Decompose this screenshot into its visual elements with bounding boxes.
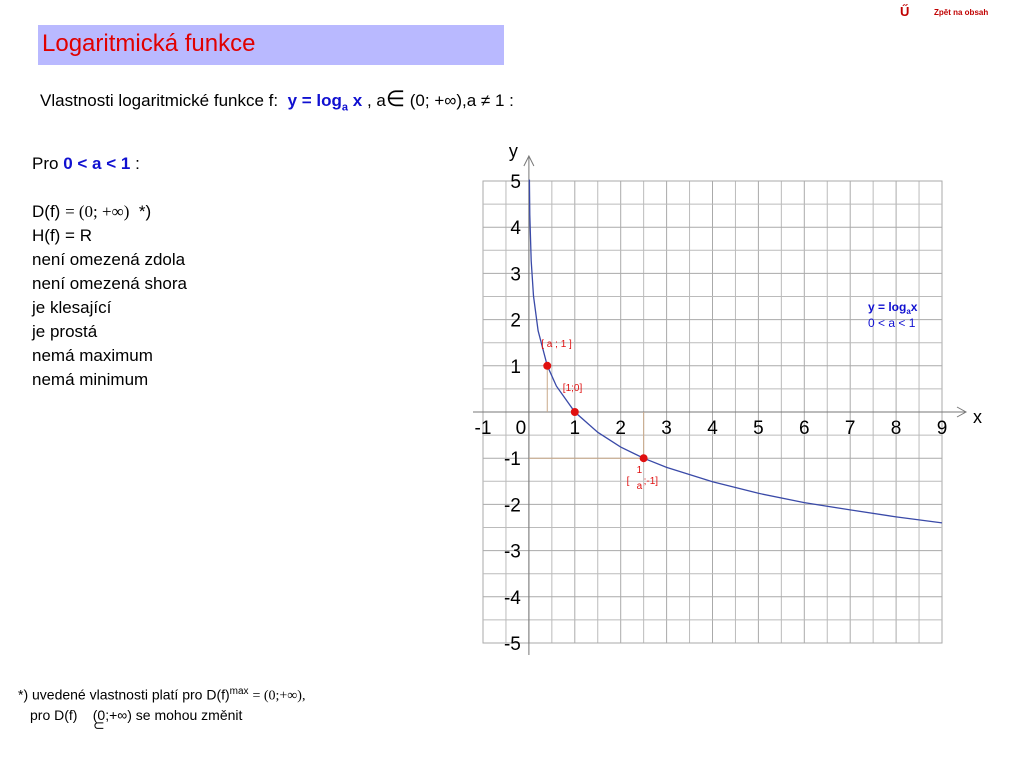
- y-tick-label: -1: [504, 449, 521, 470]
- subset: ⊂: [93, 716, 105, 733]
- property: nemá maximum: [32, 346, 153, 365]
- legend-condition: 0 < a < 1: [868, 316, 916, 330]
- x-tick-label: -1: [475, 418, 492, 439]
- y-tick-label: -3: [504, 542, 521, 563]
- y-arrow: [523, 154, 535, 167]
- x-tick-label: 8: [891, 418, 902, 439]
- y-tick-label: 2: [510, 311, 521, 332]
- title: Logaritmická funkce: [38, 25, 504, 65]
- domain-value: = (0; +∞): [65, 202, 130, 221]
- property: nemá minimum: [32, 370, 149, 389]
- point-label: a: [637, 481, 643, 492]
- formula-var: x: [352, 91, 363, 110]
- formula-base: a: [341, 101, 349, 114]
- property: H(f) = R: [32, 226, 92, 245]
- y-tick-label: 4: [510, 218, 521, 239]
- property: není omezená zdola: [32, 250, 186, 269]
- curve: [528, 179, 943, 524]
- y-tick-label: 5: [510, 172, 521, 193]
- x-tick-label: 4: [707, 418, 718, 439]
- y-tick-label: -5: [504, 634, 521, 655]
- colon: :: [135, 154, 140, 173]
- x-tick-label: 0: [516, 418, 527, 439]
- y-tick-label: 1: [510, 357, 521, 378]
- property: je prostá: [32, 322, 98, 341]
- legend-text: y = log: [868, 300, 906, 314]
- property: je klesající: [32, 298, 112, 317]
- point-label: 1: [637, 465, 643, 476]
- formula: y = log: [287, 91, 342, 110]
- intro-rest: (0; +∞),a ≠ 1 :: [409, 91, 514, 110]
- y-tick-label: -2: [504, 495, 521, 516]
- legend-var: x: [911, 300, 918, 314]
- star: *): [138, 202, 152, 221]
- prop-prefix: Pro: [32, 154, 59, 173]
- x-tick-label: 9: [937, 418, 948, 439]
- intro: Vlastnosti logaritmické funkce f: y = lo…: [40, 86, 514, 113]
- x-arrow: [956, 406, 968, 418]
- y-axis-label: y: [509, 141, 518, 161]
- x-tick-label: 6: [799, 418, 810, 439]
- foot-2: pro D(f): [30, 706, 78, 723]
- legend-formula: y = logax: [868, 300, 918, 316]
- property: není omezená shora: [32, 274, 187, 293]
- foot-sup: max: [229, 686, 249, 697]
- point-label: [1;0]: [563, 383, 583, 394]
- back-link[interactable]: Zpět na obsah: [934, 8, 989, 17]
- x-tick-label: 7: [845, 418, 856, 439]
- foot-2-end: (0;+∞) se mohou změnit: [92, 706, 243, 723]
- point: [639, 454, 648, 463]
- y-tick-label: -4: [504, 588, 521, 609]
- condition: 0 < a < 1: [63, 154, 131, 173]
- x-axis-label: x: [973, 407, 982, 427]
- member: ∈: [385, 86, 406, 111]
- intro-text: Vlastnosti logaritmické funkce f:: [40, 91, 279, 110]
- point-label: ;-1]: [644, 476, 659, 487]
- point-label: [ a ; 1 ]: [541, 339, 572, 350]
- nav-icon[interactable]: Ű: [900, 4, 910, 19]
- y-tick-label: 3: [510, 264, 521, 285]
- point-label: [: [627, 476, 630, 487]
- x-tick-label: 2: [615, 418, 626, 439]
- x-tick-label: 5: [753, 418, 764, 439]
- x-tick-label: 3: [661, 418, 672, 439]
- foot-1-end: = (0;+∞),: [252, 688, 306, 704]
- x-tick-label: 1: [570, 418, 581, 439]
- footnote: *) uvedené vlastnosti platí pro D(f)max …: [18, 683, 306, 733]
- properties: Pro 0 < a < 1 : D(f) = (0; +∞) *) H(f) =…: [32, 152, 187, 392]
- domain: D(f): [32, 202, 61, 221]
- intro-sep: , a: [366, 91, 386, 110]
- point: [570, 408, 579, 416]
- legend-sub: a: [906, 307, 911, 316]
- point: [543, 361, 552, 370]
- foot-1: *) uvedené vlastnosti platí pro D(f): [18, 686, 230, 703]
